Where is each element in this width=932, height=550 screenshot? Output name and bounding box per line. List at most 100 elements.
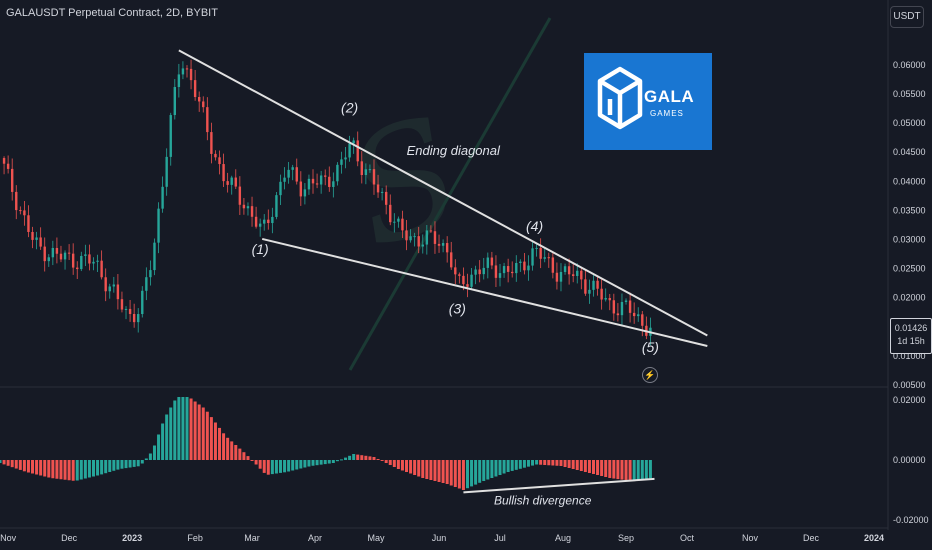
oscillator-bar [43,460,47,477]
price-tick-label: 0.00500 [893,380,926,390]
oscillator-bar [478,460,482,483]
candle-body [445,243,449,253]
candle-body [401,218,404,231]
oscillator-bar [108,460,112,472]
candle-body [502,266,506,274]
oscillator-bar [551,460,555,466]
oscillator-bar [14,460,18,469]
oscillator-bar [189,398,193,460]
candle-body [600,288,603,300]
candle-body [356,140,359,162]
oscillator-bar [547,460,551,466]
lightning-icon[interactable]: ⚡ [642,367,658,383]
time-tick-label: Nov [0,533,17,543]
oscillator-bar [205,411,209,460]
candle-body [519,261,522,264]
candle-body [340,159,343,165]
candle-body [116,284,120,300]
candle-body [84,254,87,256]
oscillator-bar [96,460,100,476]
candle-body [35,237,38,240]
oscillator-bar [157,434,161,460]
price-tick-label: 0.03000 [893,235,926,245]
oscillator-bar [482,460,486,481]
candle-body [433,231,437,244]
oscillator-bar [213,422,217,460]
candle-body [324,175,327,177]
oscillator-bar [587,460,591,473]
candle-body [592,280,595,290]
candle-body [628,300,632,313]
price-tick-label: 0.01000 [893,351,926,361]
candle-body [19,210,22,212]
oscillator-bar [620,460,624,480]
oscillator-bar [494,460,498,477]
oscillator-bar [10,460,14,468]
candle-body [506,266,510,272]
oscillator-bar [567,460,571,468]
candle-body [429,230,433,232]
candle-body [393,221,396,223]
candle-body [319,175,323,185]
candle-body [55,247,59,254]
time-tick-label: Jun [432,533,447,543]
chart-title: GALAUSDT Perpetual Contract, 2D, BYBIT [6,7,218,19]
oscillator-bar [344,457,348,460]
candle-body [23,210,26,216]
oscillator-trendline [463,477,655,494]
candle-body [120,299,124,310]
candle-body [299,181,303,197]
oscillator-bar [575,460,579,470]
oscillator-bar [372,457,376,460]
candle-body [608,298,611,301]
oscillator-bar [612,460,616,479]
candle-body [458,274,461,276]
candle-body [202,101,205,108]
candle-body [230,177,233,185]
candle-body [132,313,136,323]
candle-body [571,274,575,277]
logo-subtitle: GAMES [650,109,684,118]
candle-body [104,277,107,292]
oscillator-bar [22,460,26,472]
candle-body [137,314,140,323]
oscillator-bar [486,460,490,480]
candle-body [177,74,181,88]
candle-body [368,169,372,171]
candle-body [596,280,599,289]
oscillator-bar [185,397,189,460]
candle-body [348,143,351,158]
oscillator-bar [71,460,75,481]
candle-body [67,252,71,254]
candle-body [193,80,197,97]
oscillator-bar [124,460,128,469]
candle-body [360,161,363,175]
oscillator-bar [559,460,563,466]
candle-body [218,157,221,165]
oscillator-bar [120,460,124,469]
candle-body [620,301,624,316]
candle-body [604,298,607,300]
oscillator-bar [392,460,396,467]
oscillator-bar [266,460,270,475]
oscillator-bar [144,458,148,460]
oscillator-bar [291,460,295,471]
candle-body [543,257,546,259]
oscillator-bar [380,460,384,461]
oscillator-bar [35,460,39,475]
oscillator-bar [165,414,169,460]
oscillator-bar [222,433,226,460]
candle-body [226,181,229,185]
candle-body [59,253,63,260]
candle-body [539,247,542,259]
currency-selector[interactable]: USDT [890,6,924,28]
candle-body [405,230,408,241]
time-tick-label: 2023 [122,533,142,543]
candle-body [96,260,99,262]
oscillator-bar [632,460,636,481]
candle-body [51,247,55,258]
oscillator-bar [449,460,453,486]
candle-body [478,269,481,275]
